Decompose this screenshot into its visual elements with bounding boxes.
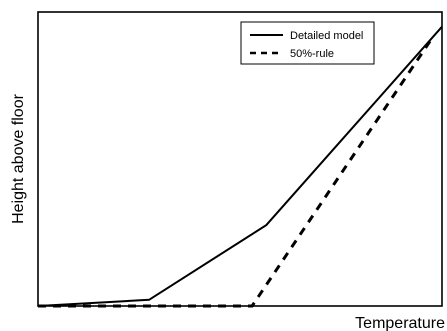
x-axis-label: Temperature — [355, 315, 445, 331]
legend-box — [240, 21, 375, 65]
plot-area-frame — [37, 11, 443, 307]
legend-label-detailed-model: Detailed model — [290, 30, 363, 42]
y-axis-label: Height above floor — [10, 93, 27, 224]
series-line-detailed-model — [37, 26, 443, 307]
series-group — [37, 26, 443, 308]
legend: Detailed model 50%-rule — [240, 21, 375, 65]
series-line-50-percent-rule — [38, 34, 436, 308]
legend-label-50-percent-rule: 50%-rule — [290, 48, 334, 60]
